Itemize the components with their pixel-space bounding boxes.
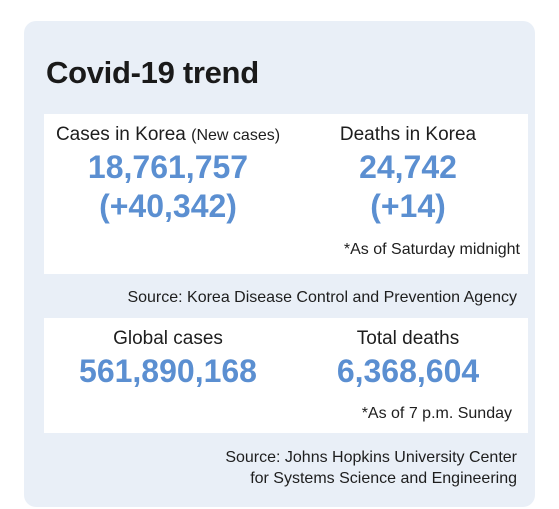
korea-cases-new: (+40,342)	[99, 188, 237, 225]
global-source-line-2: for Systems Science and Engineering	[250, 469, 517, 487]
korea-deaths-label: Deaths in Korea	[339, 124, 477, 145]
korea-deaths-stat: Deaths in Korea 24,742 (+14)	[296, 124, 520, 224]
global-cases-label: Global cases	[113, 328, 223, 349]
global-deaths-stat: Total deaths 6,368,604	[296, 328, 520, 389]
global-stats-panel: Global cases 561,890,168 Total deaths 6,…	[44, 318, 528, 433]
global-deaths-total: 6,368,604	[336, 353, 480, 389]
global-cases-total: 561,890,168	[79, 353, 257, 389]
korea-deaths-total: 24,742	[359, 149, 457, 185]
card-title: Covid-19 trend	[46, 55, 259, 90]
global-timestamp-note: *As of 7 p.m. Sunday	[361, 405, 512, 422]
korea-cases-sublabel: (New cases)	[191, 127, 281, 144]
global-source-line-1: Source: Johns Hopkins University Center	[225, 449, 517, 466]
korea-cases-total: 18,761,757	[87, 149, 249, 185]
global-cases-stat: Global cases 561,890,168	[52, 328, 284, 389]
korea-source: Source: Korea Disease Control and Preven…	[127, 289, 517, 306]
korea-cases-label: Cases in Korea	[55, 124, 186, 145]
global-source: Source: Johns Hopkins University Center …	[225, 448, 517, 490]
global-deaths-label: Total deaths	[356, 328, 460, 349]
korea-timestamp-note: *As of Saturday midnight	[343, 241, 520, 258]
korea-stats-panel: Cases in Korea (New cases) 18,761,757 (+…	[44, 114, 528, 274]
korea-cases-stat: Cases in Korea (New cases) 18,761,757 (+…	[52, 124, 284, 224]
korea-deaths-new: (+14)	[370, 188, 446, 225]
covid-trend-card: Covid-19 trend Cases in Korea (New cases…	[24, 21, 535, 507]
korea-cases-label-row: Cases in Korea (New cases)	[52, 124, 284, 146]
